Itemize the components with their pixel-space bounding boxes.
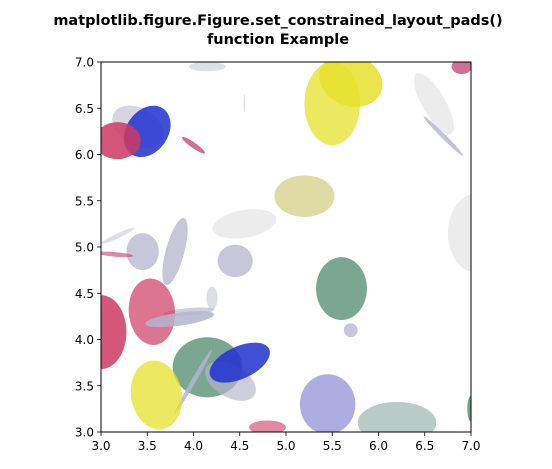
ellipse-10	[243, 94, 246, 113]
x-tick-label: 4.5	[230, 439, 249, 453]
y-tick-label: 4.0	[75, 333, 94, 347]
ellipse-5	[423, 116, 463, 156]
ellipse-29	[174, 349, 213, 414]
ellipse-17	[101, 251, 134, 258]
ellipse-28	[209, 342, 270, 383]
ellipse-2	[319, 62, 383, 107]
y-tick-label: 3.0	[75, 426, 94, 440]
y-tick-label: 6.0	[75, 148, 94, 162]
chart-title-line-2: function Example	[207, 32, 349, 48]
y-tick-label: 3.5	[75, 379, 94, 393]
x-tick-label: 4.0	[184, 439, 203, 453]
x-tick-label: 3.5	[138, 439, 157, 453]
x-tick-label: 6.0	[369, 439, 388, 453]
ellipse-15	[162, 218, 188, 286]
ellipse-24	[101, 295, 127, 370]
ellipse-0	[188, 62, 226, 72]
ellipse-4	[451, 62, 471, 75]
ellipse-19	[316, 257, 367, 321]
y-tick-label: 7.0	[75, 56, 94, 70]
ellipse-12	[212, 209, 277, 239]
ellipse-13	[447, 194, 471, 272]
ellipse-14	[126, 233, 159, 271]
ellipse-30	[130, 360, 183, 430]
y-tick-label: 5.0	[75, 241, 94, 255]
ellipse-20	[206, 286, 218, 310]
y-tick-label: 4.5	[75, 287, 94, 301]
y-tick-label: 6.5	[75, 102, 94, 116]
ellipse-8	[101, 122, 141, 160]
x-axis: 3.0 3.5 4.0 4.5 5.0 5.5 6.0 6.5 7.0	[91, 432, 481, 453]
ellipse-layer	[101, 62, 471, 432]
ellipse-9	[182, 136, 205, 154]
x-tick-label: 5.0	[276, 439, 295, 453]
ellipse-11	[274, 175, 335, 217]
x-tick-label: 7.0	[461, 439, 480, 453]
ellipse-16	[101, 227, 135, 244]
ellipse-34	[467, 395, 471, 422]
ellipse-31	[299, 374, 356, 432]
y-axis: 3.0 3.5 4.0 4.5 5.0 5.5 6.0 6.5 7.0	[75, 56, 101, 440]
ellipse-23	[145, 311, 214, 328]
ellipse-25	[343, 323, 358, 338]
ellipse-32	[357, 401, 437, 432]
ellipse-3	[413, 73, 455, 135]
ellipse-18	[217, 244, 253, 278]
ellipse-22	[128, 278, 176, 345]
x-tick-label: 5.5	[323, 439, 342, 453]
y-tick-label: 5.5	[75, 194, 94, 208]
x-tick-label: 3.0	[91, 439, 110, 453]
ellipse-33	[249, 420, 286, 432]
x-tick-label: 6.5	[415, 439, 434, 453]
chart-title-line-1: matplotlib.figure.Figure.set_constrained…	[53, 13, 502, 29]
